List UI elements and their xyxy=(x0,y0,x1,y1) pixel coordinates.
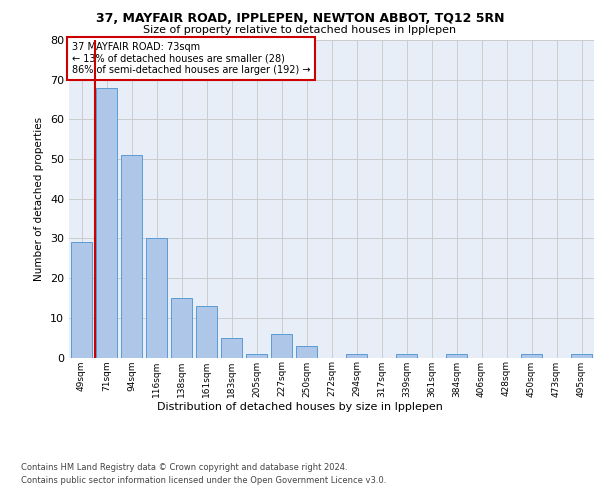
Bar xyxy=(71,242,92,358)
Bar xyxy=(446,354,467,358)
Text: Distribution of detached houses by size in Ipplepen: Distribution of detached houses by size … xyxy=(157,402,443,412)
Text: Size of property relative to detached houses in Ipplepen: Size of property relative to detached ho… xyxy=(143,25,457,35)
Bar xyxy=(296,346,317,358)
Bar xyxy=(146,238,167,358)
Bar xyxy=(121,155,142,358)
Bar xyxy=(171,298,192,358)
Text: Contains HM Land Registry data © Crown copyright and database right 2024.: Contains HM Land Registry data © Crown c… xyxy=(21,462,347,471)
Y-axis label: Number of detached properties: Number of detached properties xyxy=(34,116,44,281)
Bar xyxy=(521,354,542,358)
Bar xyxy=(571,354,592,358)
Bar xyxy=(271,334,292,357)
Bar xyxy=(246,354,267,358)
Bar xyxy=(196,306,217,358)
Bar xyxy=(396,354,417,358)
Bar xyxy=(96,88,117,358)
Text: 37 MAYFAIR ROAD: 73sqm
← 13% of detached houses are smaller (28)
86% of semi-det: 37 MAYFAIR ROAD: 73sqm ← 13% of detached… xyxy=(71,42,310,75)
Text: Contains public sector information licensed under the Open Government Licence v3: Contains public sector information licen… xyxy=(21,476,386,485)
Text: 37, MAYFAIR ROAD, IPPLEPEN, NEWTON ABBOT, TQ12 5RN: 37, MAYFAIR ROAD, IPPLEPEN, NEWTON ABBOT… xyxy=(96,12,504,26)
Bar xyxy=(221,338,242,357)
Bar xyxy=(346,354,367,358)
